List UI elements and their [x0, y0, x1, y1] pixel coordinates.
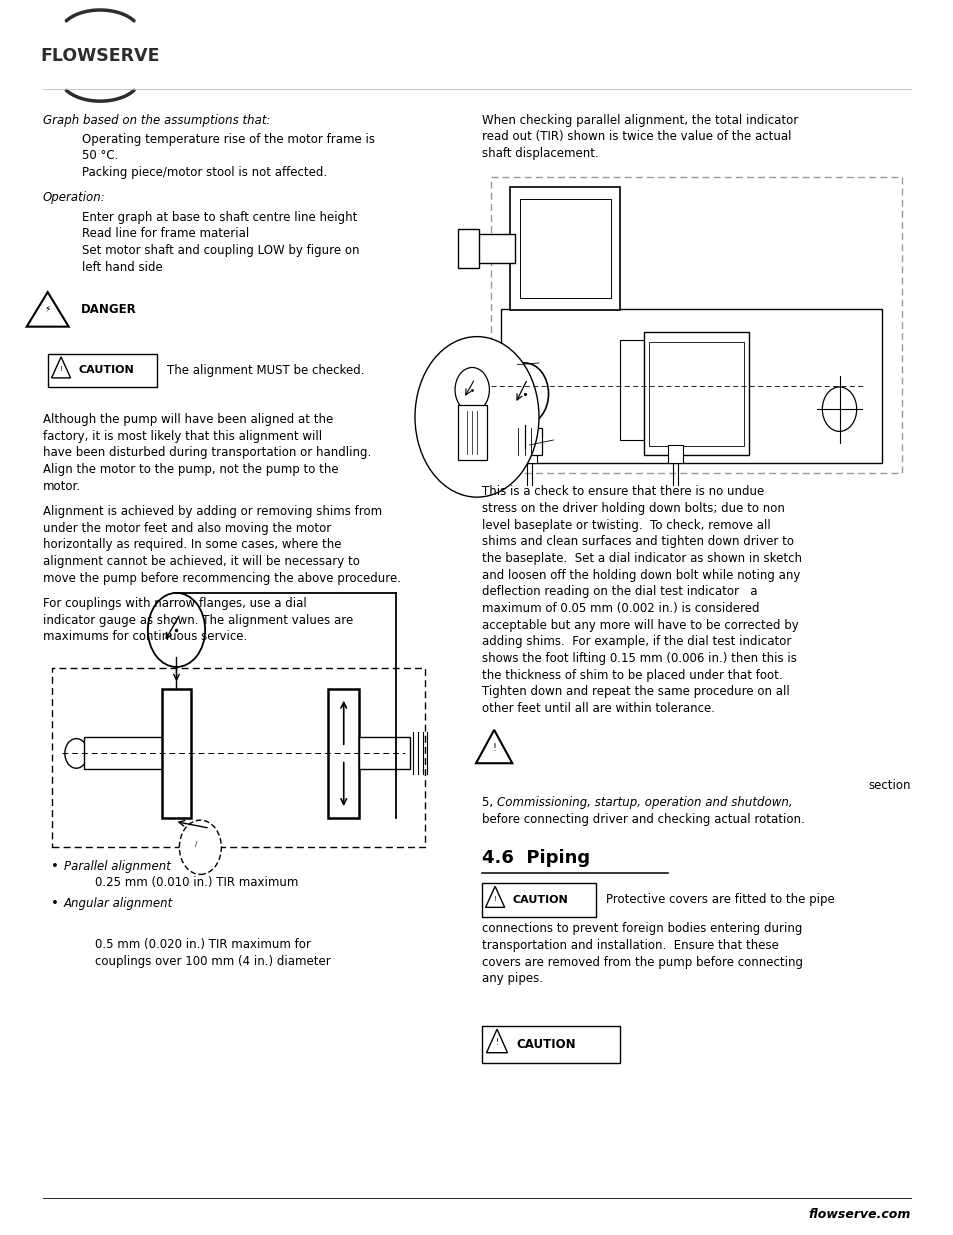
Text: DANGER: DANGER: [81, 303, 136, 316]
Text: Read line for frame material: Read line for frame material: [81, 227, 249, 241]
Text: connections to prevent foreign bodies entering during: connections to prevent foreign bodies en…: [481, 923, 801, 935]
Text: 5,: 5,: [481, 795, 497, 809]
Text: couplings over 100 mm (4 in.) diameter: couplings over 100 mm (4 in.) diameter: [95, 955, 331, 968]
Text: !: !: [495, 1039, 498, 1047]
Text: section: section: [867, 779, 910, 793]
FancyBboxPatch shape: [491, 177, 901, 473]
Text: Set motor shaft and coupling LOW by figure on: Set motor shaft and coupling LOW by figu…: [81, 243, 358, 257]
FancyBboxPatch shape: [500, 309, 882, 463]
Circle shape: [65, 739, 88, 768]
Text: CAUTION: CAUTION: [516, 1037, 575, 1051]
Text: under the motor feet and also moving the motor: under the motor feet and also moving the…: [43, 521, 331, 535]
Circle shape: [148, 593, 205, 667]
Circle shape: [455, 368, 489, 412]
Text: 0.5 mm (0.020 in.) TIR maximum for: 0.5 mm (0.020 in.) TIR maximum for: [95, 939, 311, 951]
Text: deflection reading on the dial test indicator   a: deflection reading on the dial test indi…: [481, 585, 757, 599]
FancyBboxPatch shape: [667, 445, 682, 463]
Text: 50 °C.: 50 °C.: [81, 149, 118, 163]
FancyBboxPatch shape: [328, 689, 358, 818]
Text: Packing piece/motor stool is not affected.: Packing piece/motor stool is not affecte…: [81, 165, 326, 179]
FancyBboxPatch shape: [643, 332, 748, 456]
FancyBboxPatch shape: [457, 228, 478, 268]
Text: other feet until all are within tolerance.: other feet until all are within toleranc…: [481, 701, 714, 715]
Text: level baseplate or twisting.  To check, remove all: level baseplate or twisting. To check, r…: [481, 519, 770, 532]
Text: Protective covers are fitted to the pipe: Protective covers are fitted to the pipe: [605, 893, 834, 906]
Text: transportation and installation.  Ensure that these: transportation and installation. Ensure …: [481, 939, 778, 952]
Text: Alignment is achieved by adding or removing shims from: Alignment is achieved by adding or remov…: [43, 505, 381, 519]
Text: !: !: [492, 743, 496, 753]
Text: Operation:: Operation:: [43, 191, 106, 205]
Text: and loosen off the holding down bolt while noting any: and loosen off the holding down bolt whi…: [481, 568, 800, 582]
Text: motor.: motor.: [43, 479, 81, 493]
Text: •: •: [51, 860, 58, 873]
Text: 0.25 mm (0.010 in.) TIR maximum: 0.25 mm (0.010 in.) TIR maximum: [95, 876, 298, 889]
FancyBboxPatch shape: [510, 186, 619, 310]
FancyBboxPatch shape: [84, 737, 172, 769]
Text: move the pump before recommencing the above procedure.: move the pump before recommencing the ab…: [43, 572, 400, 585]
Text: before connecting driver and checking actual rotation.: before connecting driver and checking ac…: [481, 813, 803, 826]
Text: the baseplate.  Set a dial indicator as shown in sketch: the baseplate. Set a dial indicator as s…: [481, 552, 801, 566]
Text: Although the pump will have been aligned at the: Although the pump will have been aligned…: [43, 412, 333, 426]
Text: have been disturbed during transportation or handling.: have been disturbed during transportatio…: [43, 446, 371, 459]
FancyBboxPatch shape: [52, 668, 424, 847]
Text: read out (TIR) shown is twice the value of the actual: read out (TIR) shown is twice the value …: [481, 131, 790, 143]
Text: When checking parallel alignment, the total indicator: When checking parallel alignment, the to…: [481, 114, 797, 127]
Text: 4.6  Piping: 4.6 Piping: [481, 850, 589, 867]
Text: maximum of 0.05 mm (0.002 in.) is considered: maximum of 0.05 mm (0.002 in.) is consid…: [481, 601, 759, 615]
Text: •: •: [51, 897, 58, 910]
Text: adding shims.  For example, if the dial test indicator: adding shims. For example, if the dial t…: [481, 635, 790, 648]
FancyBboxPatch shape: [358, 737, 410, 769]
FancyBboxPatch shape: [521, 445, 537, 463]
Text: horizontally as required. In some cases, where the: horizontally as required. In some cases,…: [43, 538, 341, 552]
Circle shape: [179, 820, 221, 874]
Text: Commissioning, startup, operation and shutdown,: Commissioning, startup, operation and sh…: [497, 795, 792, 809]
Text: the thickness of shim to be placed under that foot.: the thickness of shim to be placed under…: [481, 668, 781, 682]
FancyBboxPatch shape: [457, 405, 486, 461]
Text: maximums for continuous service.: maximums for continuous service.: [43, 630, 247, 643]
Text: Tighten down and repeat the same procedure on all: Tighten down and repeat the same procedu…: [481, 685, 789, 699]
Text: shows the foot lifting 0.15 mm (0.006 in.) then this is: shows the foot lifting 0.15 mm (0.006 in…: [481, 652, 796, 666]
Text: Graph based on the assumptions that:: Graph based on the assumptions that:: [43, 114, 270, 127]
Text: This is a check to ensure that there is no undue: This is a check to ensure that there is …: [481, 485, 763, 499]
Text: !: !: [59, 367, 63, 372]
Text: alignment cannot be achieved, it will be necessary to: alignment cannot be achieved, it will be…: [43, 555, 359, 568]
Text: stress on the driver holding down bolts; due to non: stress on the driver holding down bolts;…: [481, 501, 783, 515]
FancyBboxPatch shape: [507, 429, 541, 456]
Text: covers are removed from the pump before connecting: covers are removed from the pump before …: [481, 956, 801, 968]
Text: flowserve.com: flowserve.com: [808, 1208, 910, 1221]
Text: /: /: [195, 841, 197, 846]
FancyBboxPatch shape: [481, 883, 596, 918]
FancyBboxPatch shape: [162, 689, 191, 818]
Text: Operating temperature rise of the motor frame is: Operating temperature rise of the motor …: [81, 132, 375, 146]
Text: For couplings with narrow flanges, use a dial: For couplings with narrow flanges, use a…: [43, 597, 306, 610]
FancyBboxPatch shape: [481, 1025, 619, 1062]
Circle shape: [415, 337, 538, 498]
Text: factory, it is most likely that this alignment will: factory, it is most likely that this ali…: [43, 430, 322, 443]
Text: shaft displacement.: shaft displacement.: [481, 147, 598, 161]
Text: Enter graph at base to shaft centre line height: Enter graph at base to shaft centre line…: [81, 210, 356, 224]
Text: ⚡: ⚡: [45, 305, 51, 314]
Text: any pipes.: any pipes.: [481, 972, 542, 986]
FancyBboxPatch shape: [648, 342, 743, 446]
Text: CAUTION: CAUTION: [512, 895, 567, 905]
Text: Angular alignment: Angular alignment: [64, 897, 173, 910]
Text: !: !: [493, 895, 497, 902]
Text: shims and clean surfaces and tighten down driver to: shims and clean surfaces and tighten dow…: [481, 535, 793, 548]
Circle shape: [500, 363, 548, 425]
Text: FLOWSERVE: FLOWSERVE: [40, 47, 160, 64]
Text: Align the motor to the pump, not the pump to the: Align the motor to the pump, not the pum…: [43, 463, 338, 477]
FancyBboxPatch shape: [619, 340, 643, 440]
Text: CAUTION: CAUTION: [78, 366, 133, 375]
Text: indicator gauge as shown. The alignment values are: indicator gauge as shown. The alignment …: [43, 614, 353, 627]
Text: acceptable but any more will have to be corrected by: acceptable but any more will have to be …: [481, 619, 798, 632]
FancyBboxPatch shape: [519, 199, 610, 298]
FancyBboxPatch shape: [48, 353, 157, 387]
Text: The alignment MUST be checked.: The alignment MUST be checked.: [167, 364, 364, 377]
Text: left hand side: left hand side: [81, 261, 162, 274]
Text: Parallel alignment: Parallel alignment: [64, 860, 171, 873]
FancyBboxPatch shape: [476, 233, 515, 263]
